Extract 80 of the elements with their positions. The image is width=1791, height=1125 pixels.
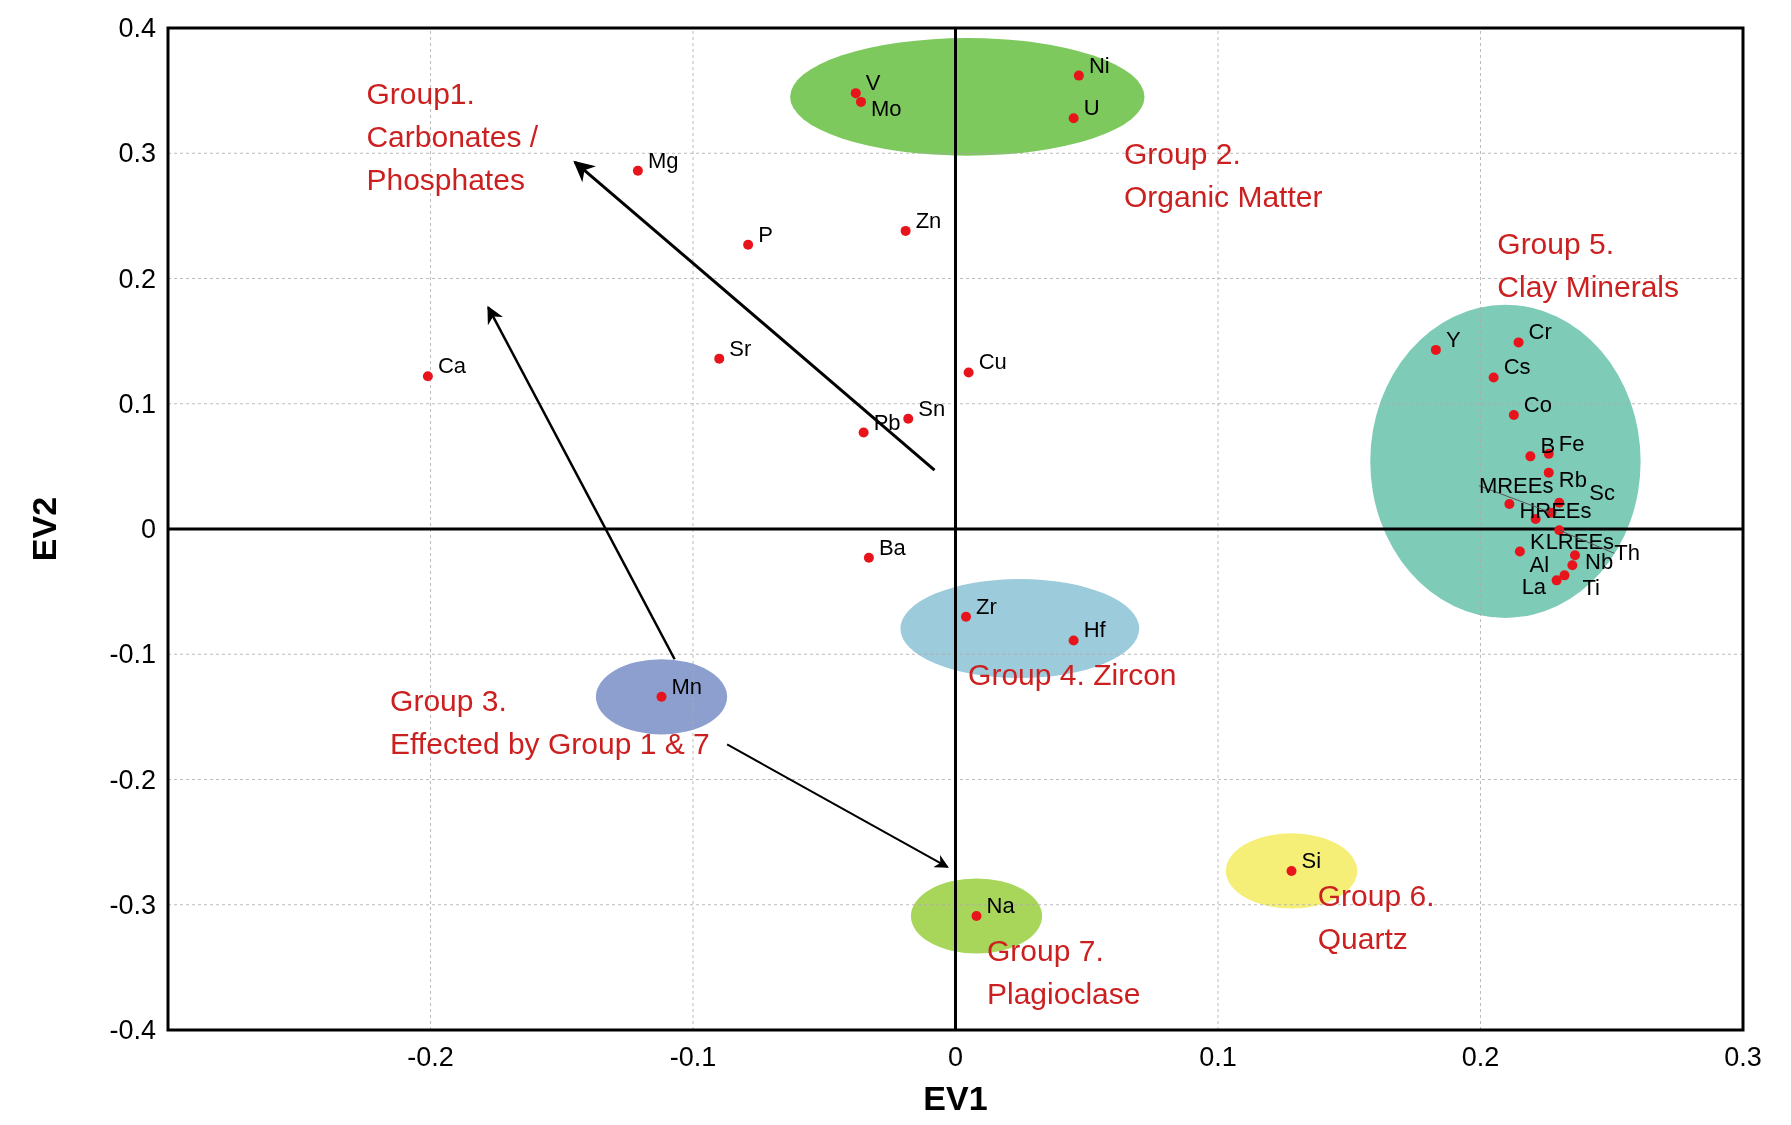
point — [863, 552, 874, 563]
annotation: Rb — [1558, 466, 1587, 492]
annotation: Cs — [1503, 354, 1531, 380]
annotation: V — [865, 70, 881, 96]
annotation: Sn — [918, 395, 946, 421]
annotation: Co — [1523, 392, 1552, 418]
annotation: U — [1083, 95, 1100, 121]
point — [714, 353, 725, 364]
annotation: Sr — [729, 335, 752, 361]
point — [900, 225, 911, 236]
point — [963, 367, 974, 378]
annotation: Ni — [1088, 52, 1110, 78]
point — [1513, 337, 1524, 348]
point — [656, 691, 667, 702]
annotation: Na — [986, 893, 1016, 919]
point — [1068, 113, 1079, 124]
x-tick-label: 0.1 — [1199, 1042, 1237, 1072]
point — [1543, 467, 1554, 478]
annotation: LREEs — [1545, 528, 1615, 554]
annotation: Group1. Carbonates / Phosphates — [366, 77, 539, 197]
annotation: Group 5. Clay Minerals — [1497, 227, 1680, 304]
x-tick-label: 0.2 — [1461, 1042, 1500, 1072]
annotation: MREEs — [1478, 472, 1554, 498]
annotation: Zn — [915, 207, 942, 233]
annotation: Group 7. Plagioclase — [987, 933, 1141, 1010]
point — [1551, 575, 1562, 586]
point — [1504, 498, 1515, 509]
point — [422, 371, 433, 382]
point — [1068, 635, 1079, 646]
point — [961, 611, 971, 622]
annotation: Sc — [1589, 479, 1615, 505]
annotation: Zr — [976, 593, 997, 619]
point — [850, 88, 861, 99]
annotation: Ba — [878, 534, 907, 560]
annotation: Cr — [1528, 319, 1552, 345]
x-tick-label: 0 — [947, 1042, 964, 1072]
annotation: Y — [1445, 326, 1461, 352]
point — [632, 165, 643, 176]
y-tick-label: -0.1 — [109, 639, 156, 670]
annotation: Si — [1301, 847, 1322, 873]
point — [1508, 410, 1519, 421]
point — [1430, 344, 1441, 355]
point — [1286, 865, 1297, 876]
y-tick-label: 0.3 — [118, 138, 156, 169]
point — [1514, 546, 1525, 557]
annotation: Cu — [978, 349, 1007, 375]
point — [1488, 372, 1499, 383]
point — [743, 239, 754, 250]
y-tick-label: -0.4 — [109, 1015, 156, 1045]
x-axis-title: EV1 — [923, 1079, 988, 1117]
x-tick-label: -0.2 — [407, 1042, 454, 1072]
y-tick-label: -0.2 — [109, 764, 156, 795]
point — [1567, 560, 1578, 571]
y-axis-title: EV2 — [25, 496, 63, 562]
y-tick-label: 0.1 — [118, 388, 156, 419]
y-tick-label: 0.2 — [118, 263, 156, 294]
y-tick-label: 0.4 — [118, 13, 156, 43]
y-tick-label: 0 — [140, 514, 156, 544]
annotation: Ti — [1582, 575, 1600, 601]
point — [903, 413, 914, 424]
point — [856, 96, 866, 107]
point — [1559, 570, 1570, 581]
annotation: Hf — [1083, 617, 1107, 643]
point — [1073, 70, 1084, 81]
annotation: Fe — [1558, 430, 1585, 456]
point — [858, 427, 869, 438]
annotation: Mo — [871, 95, 902, 121]
annotation: Group 4. Zircon — [968, 658, 1177, 692]
annotation: Th — [1614, 540, 1640, 566]
annotation: K — [1529, 528, 1545, 554]
y-tick-label: -0.3 — [109, 889, 156, 920]
point — [1570, 550, 1580, 561]
point — [971, 911, 982, 922]
point — [1525, 451, 1536, 462]
annotation: Mg — [647, 147, 679, 173]
x-tick-label: 0.3 — [1724, 1042, 1762, 1072]
annotation: Group 2. Organic Matter — [1124, 137, 1323, 214]
annotation: P — [758, 221, 773, 247]
x-tick-label: -0.1 — [669, 1042, 717, 1072]
annotation: Ca — [437, 353, 467, 379]
